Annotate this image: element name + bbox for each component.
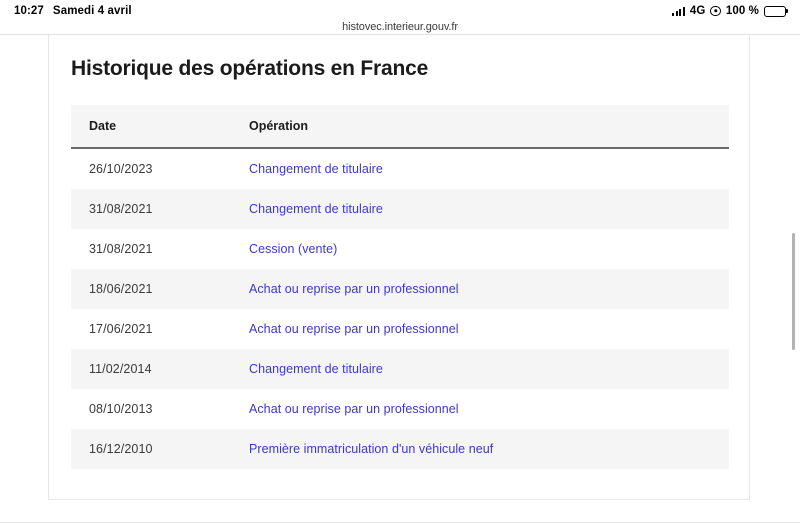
- bottom-divider: [0, 522, 800, 523]
- operation-link[interactable]: Cession (vente): [249, 242, 338, 256]
- location-services-icon: [710, 5, 721, 17]
- cell-date: 31/08/2021: [89, 242, 153, 256]
- column-header-date: Date: [71, 105, 231, 149]
- table-row: 26/10/2023 Changement de titulaire: [71, 148, 729, 189]
- operation-link[interactable]: Changement de titulaire: [249, 362, 383, 376]
- cell-operation: Changement de titulaire: [231, 349, 729, 389]
- cell-date: 08/10/2013: [89, 402, 153, 416]
- table-header-row: Date Opération: [71, 105, 729, 149]
- table-row: 18/06/2021 Achat ou reprise par un profe…: [71, 269, 729, 309]
- cell-operation: Changement de titulaire: [231, 189, 729, 229]
- history-table: Date Opération 26/10/2023 Changement de …: [71, 105, 729, 469]
- url-text: histovec.interieur.gouv.fr: [342, 20, 458, 33]
- status-date: Samedi 4 avril: [52, 5, 132, 17]
- table-head: Date Opération: [71, 105, 729, 149]
- cell-operation: Achat ou reprise par un professionnel: [231, 309, 729, 349]
- history-table-wrapper: Date Opération 26/10/2023 Changement de …: [71, 105, 729, 469]
- operation-link[interactable]: Première immatriculation d'un véhicule n…: [249, 442, 494, 456]
- history-card: Historique des opérations en France Date…: [48, 35, 750, 500]
- table-row: 11/02/2014 Changement de titulaire: [71, 349, 729, 389]
- browser-url-bar[interactable]: histovec.interieur.gouv.fr: [0, 19, 800, 34]
- table-body: 26/10/2023 Changement de titulaire 31/08…: [71, 148, 729, 469]
- cell-date: 11/02/2014: [89, 362, 152, 376]
- cell-operation: Changement de titulaire: [231, 148, 729, 189]
- cell-operation: Achat ou reprise par un professionnel: [231, 269, 729, 309]
- page-title: Historique des opérations en France: [71, 57, 429, 80]
- table-row: 31/08/2021 Changement de titulaire: [71, 189, 729, 229]
- table-row: 31/08/2021 Cession (vente): [71, 229, 729, 269]
- table-row: 16/12/2010 Première immatriculation d'un…: [71, 429, 729, 469]
- operation-link[interactable]: Changement de titulaire: [249, 202, 383, 216]
- network-type-label: 4G: [689, 5, 706, 17]
- status-bar-right: 4G 100 %: [672, 5, 786, 17]
- browser-chrome-divider: [0, 34, 800, 35]
- page-viewport: Historique des opérations en France Date…: [0, 35, 800, 522]
- battery-full-icon: [764, 5, 786, 17]
- cell-operation: Achat ou reprise par un professionnel: [231, 389, 729, 429]
- battery-percent-label: 100 %: [725, 5, 759, 17]
- status-time: 10:27: [14, 5, 44, 17]
- operation-link[interactable]: Achat ou reprise par un professionnel: [249, 282, 459, 296]
- table-row: 17/06/2021 Achat ou reprise par un profe…: [71, 309, 729, 349]
- page-scrollbar[interactable]: [792, 35, 796, 522]
- status-bar: 10:27 Samedi 4 avril 4G 100 %: [0, 0, 800, 22]
- column-header-operation: Opération: [231, 105, 729, 149]
- operation-link[interactable]: Achat ou reprise par un professionnel: [249, 322, 459, 336]
- cell-operation: Première immatriculation d'un véhicule n…: [231, 429, 729, 469]
- cell-date: 18/06/2021: [89, 282, 153, 296]
- cell-date: 26/10/2023: [89, 162, 153, 176]
- cell-date: 16/12/2010: [89, 442, 153, 456]
- cell-date: 31/08/2021: [89, 202, 153, 216]
- signal-bars-icon: [672, 6, 685, 16]
- cell-operation: Cession (vente): [231, 229, 729, 269]
- operation-link[interactable]: Changement de titulaire: [249, 162, 383, 176]
- status-bar-left: 10:27 Samedi 4 avril: [14, 5, 132, 17]
- page-scrollbar-thumb[interactable]: [792, 233, 795, 350]
- table-row: 08/10/2013 Achat ou reprise par un profe…: [71, 389, 729, 429]
- operation-link[interactable]: Achat ou reprise par un professionnel: [249, 402, 459, 416]
- cell-date: 17/06/2021: [89, 322, 153, 336]
